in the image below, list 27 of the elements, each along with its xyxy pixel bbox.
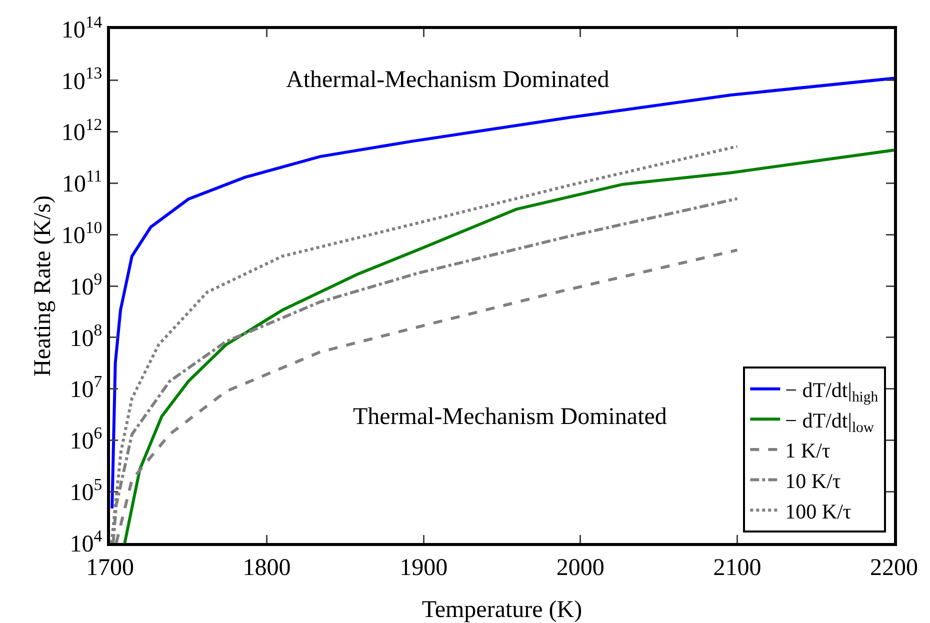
y-tick-label: 10$^{6}$ [70,424,102,455]
y-axis-title: Heating Rate (K/s) [30,195,56,377]
x-tick-label: 1800 [242,554,291,581]
legend-label: − dT/dt|$_{low}$ [785,408,874,436]
x-tick-label: 2000 [556,554,604,581]
y-tick-label: 10$^{13}$ [61,64,102,95]
y-tick-label: 10$^{5}$ [70,474,102,506]
legend-label: 1 K/τ [785,438,830,463]
x-axis-title: Temperature (K) [422,597,582,623]
y-tick-label: 10$^{4}$ [70,526,103,558]
x-tick-label: 2100 [713,554,762,581]
y-tick-label: 10$^{14}$ [61,12,103,44]
line-series [123,148,894,543]
y-tick-label: 10$^{8}$ [70,320,102,352]
y-tick-label: 10$^{7}$ [70,372,102,404]
annotation: Athermal-Mechanism Dominated [286,67,610,93]
x-tick-label: 2200 [870,554,918,581]
y-tick-label: 10$^{12}$ [61,115,102,146]
legend-label: 100 K/τ [785,499,852,524]
y-tick-label: 10$^{10}$ [61,218,102,249]
legend-label: − dT/dt|$_{high}$ [785,378,879,406]
legend-label: 10 K/τ [785,468,841,493]
annotation: Thermal-Mechanism Dominated [353,404,667,430]
y-tick-label: 10$^{9}$ [70,269,102,300]
y-tick-label: 10$^{11}$ [62,166,102,198]
x-tick-label: 1700 [86,554,134,581]
x-tick-label: 1900 [400,554,448,581]
